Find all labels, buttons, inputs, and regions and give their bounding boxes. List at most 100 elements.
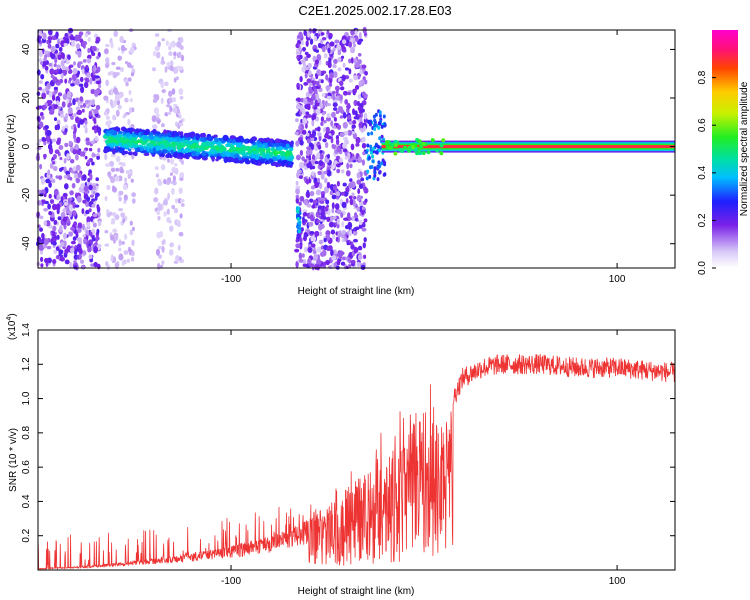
heatmap-cell xyxy=(337,56,342,63)
heatmap-cell xyxy=(324,177,328,184)
heatmap-cell xyxy=(91,99,95,106)
heatmap-cell xyxy=(280,150,286,157)
heatmap-cell xyxy=(163,178,167,185)
heatmap-cell xyxy=(112,211,117,218)
heatmap-cell xyxy=(115,72,119,77)
heatmap-cell xyxy=(363,254,367,260)
heatmap-cell xyxy=(186,149,192,153)
heatmap-cell xyxy=(376,177,380,182)
heatmap-cell xyxy=(317,144,322,150)
heatmap-cell xyxy=(345,170,351,177)
heatmap-cell xyxy=(357,93,362,100)
heatmap-cell xyxy=(169,105,173,113)
heatmap-cell xyxy=(172,141,176,145)
heatmap-cell xyxy=(302,263,308,268)
heatmap-cell xyxy=(87,54,92,60)
heatmap-cell xyxy=(321,112,326,116)
heatmap-cell xyxy=(351,124,356,129)
heatmap-cell xyxy=(74,153,79,161)
heatmap-cell xyxy=(66,67,70,72)
heatmap-cell xyxy=(49,199,55,204)
heatmap-cell xyxy=(86,216,91,223)
heatmap-cell xyxy=(94,127,98,134)
heatmap-cell xyxy=(60,52,65,59)
heatmap-y-tick-label: 20 xyxy=(21,92,32,104)
heatmap-cell xyxy=(129,220,133,226)
heatmap-cell xyxy=(320,214,326,220)
heatmap-cell xyxy=(79,76,84,83)
heatmap-cell xyxy=(318,209,322,214)
heatmap-cell xyxy=(58,249,64,255)
heatmap-cells xyxy=(35,26,675,271)
heatmap-cell xyxy=(377,160,381,165)
heatmap-cell xyxy=(200,141,206,148)
heatmap-cell xyxy=(330,136,334,144)
heatmap-cell xyxy=(86,72,91,79)
colorbar-tick-label: 0.4 xyxy=(697,165,708,179)
heatmap-cell xyxy=(54,69,59,73)
heatmap-cell xyxy=(52,153,57,160)
heatmap-cell xyxy=(225,143,230,148)
heatmap-cell xyxy=(118,190,124,196)
heatmap-cell xyxy=(337,230,342,238)
heatmap-cell xyxy=(120,212,125,218)
heatmap-cell xyxy=(157,203,163,211)
heatmap-cell xyxy=(326,181,331,189)
heatmap-cell xyxy=(331,111,336,119)
heatmap-cell xyxy=(356,206,360,212)
heatmap-cell xyxy=(363,187,369,194)
colorbar-label: Normalized spectral amplitude xyxy=(739,81,750,216)
heatmap-cell xyxy=(346,115,352,120)
heatmap-cell xyxy=(87,37,91,43)
heatmap-cell xyxy=(157,119,161,125)
heatmap-cell xyxy=(255,160,259,165)
heatmap-cell xyxy=(329,41,335,47)
heatmap-cell xyxy=(84,33,89,38)
heatmap-cell xyxy=(93,108,99,115)
colorbar-tick-label: 0.6 xyxy=(697,118,708,132)
y-multiplier-exponent: 4 xyxy=(6,317,13,321)
heatmap-cell xyxy=(160,97,164,105)
heatmap-cell xyxy=(82,102,86,108)
heatmap-cell xyxy=(439,151,444,156)
heatmap-cell xyxy=(332,185,338,191)
heatmap-cell xyxy=(380,124,384,129)
heatmap-cell xyxy=(173,207,179,214)
heatmap-cell xyxy=(83,81,89,89)
heatmap-cell xyxy=(277,154,281,160)
heatmap-cell xyxy=(251,153,255,159)
heatmap-cell xyxy=(237,156,242,161)
heatmap-cell xyxy=(336,259,341,266)
heatmap-cell xyxy=(153,107,159,114)
heatmap-cell xyxy=(343,190,349,197)
heatmap-cell xyxy=(50,53,56,60)
heatmap-cell xyxy=(163,210,167,217)
heatmap-cell xyxy=(71,73,77,81)
heatmap-cell xyxy=(105,261,109,267)
heatmap-cell xyxy=(325,74,329,81)
heatmap-cell xyxy=(123,143,128,148)
heatmap-cell xyxy=(356,261,361,268)
heatmap-cell xyxy=(316,219,321,224)
heatmap-cell xyxy=(332,215,337,220)
heatmap-cell xyxy=(298,125,302,130)
heatmap-cell xyxy=(318,231,323,237)
heatmap-cell xyxy=(66,217,70,224)
heatmap-cell xyxy=(322,138,327,143)
heatmap-cell xyxy=(305,40,309,47)
heatmap-cell xyxy=(194,144,200,148)
heatmap-cell xyxy=(326,113,331,118)
heatmap-cell xyxy=(159,133,164,137)
heatmap-cell xyxy=(65,59,70,65)
heatmap-cell xyxy=(304,66,310,71)
heatmap-cell xyxy=(72,148,77,155)
heatmap-cell xyxy=(174,167,179,175)
heatmap-cell xyxy=(179,177,184,181)
heatmap-cell xyxy=(302,209,308,213)
heatmap-cell xyxy=(67,102,73,107)
heatmap-cell xyxy=(85,79,90,83)
heatmap-cell xyxy=(277,158,282,164)
heatmap-cell xyxy=(366,143,370,148)
heatmap-cell xyxy=(185,156,190,160)
heatmap-cell xyxy=(42,32,47,40)
